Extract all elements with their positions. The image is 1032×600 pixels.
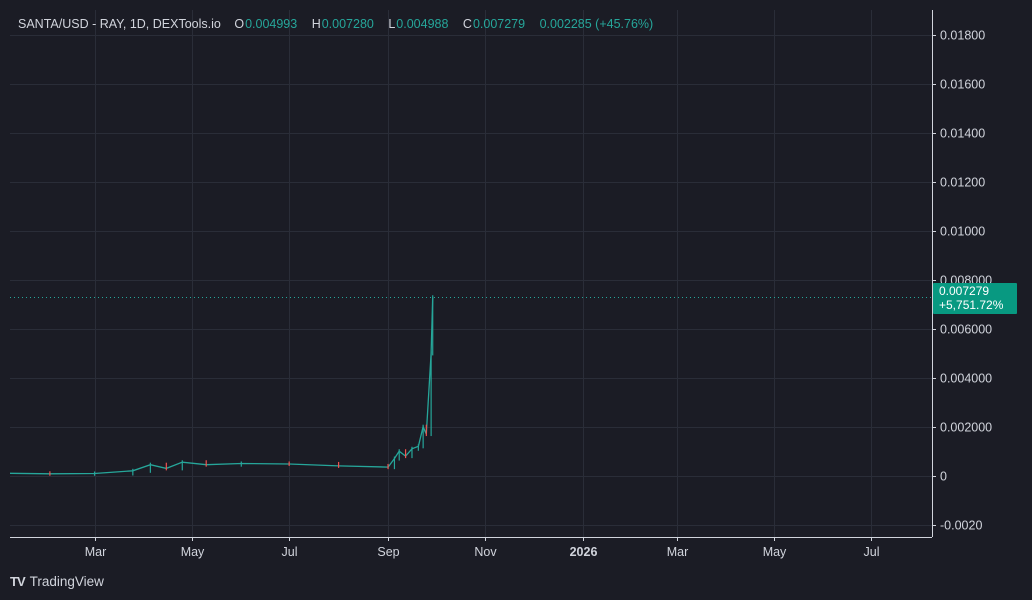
- y-tick-label: 0: [940, 470, 947, 484]
- price-line: [10, 297, 434, 475]
- x-tick-label: 2026: [570, 545, 598, 559]
- grid: [10, 10, 932, 537]
- y-tick-label: 0.01600: [940, 78, 985, 92]
- last-price-percent: +5,751.72%: [939, 298, 1004, 312]
- y-tick-label: 0.01400: [940, 127, 985, 141]
- y-tick-label: 0.004000: [940, 372, 992, 386]
- last-price-badge: 0.007279 +5,751.72%: [933, 283, 1017, 314]
- ohlc-legend: SANTA/USD - RAY, 1D, DEXTools.io O0.0049…: [18, 17, 653, 31]
- close-value: 0.007279: [472, 17, 526, 31]
- y-tick-label: 0.01000: [940, 225, 985, 239]
- x-tick-label: Nov: [474, 545, 497, 559]
- high-label: H: [311, 17, 321, 31]
- open-value: 0.004993: [245, 17, 298, 31]
- change-value: 0.002285 (+45.76%): [539, 17, 654, 31]
- x-tick-label: May: [763, 545, 787, 559]
- symbol-label[interactable]: SANTA/USD - RAY, 1D, DEXTools.io: [18, 17, 221, 31]
- x-tick-label: Sep: [377, 545, 399, 559]
- close-label: C: [462, 17, 472, 31]
- y-tick-label: 0.01800: [940, 29, 985, 43]
- x-tick-label: May: [181, 545, 205, 559]
- x-tick-label: Jul: [864, 545, 880, 559]
- y-tick-label: 0.002000: [940, 421, 992, 435]
- time-scale[interactable]: Mar May Jul Sep Nov 2026 Mar May Jul: [10, 537, 932, 565]
- low-label: L: [388, 17, 396, 31]
- tradingview-logo-icon: TV: [10, 574, 26, 589]
- x-tick-label: Jul: [282, 545, 298, 559]
- chart-pane[interactable]: [10, 10, 932, 537]
- tradingview-brand[interactable]: TV TradingView: [10, 574, 104, 589]
- y-tick-label: 0.006000: [940, 323, 992, 337]
- low-value: 0.004988: [396, 17, 449, 31]
- x-tick-label: Mar: [85, 545, 107, 559]
- x-tick-label: Mar: [667, 545, 689, 559]
- brand-name: TradingView: [29, 574, 104, 589]
- high-value: 0.007280: [321, 17, 374, 31]
- open-label: O: [234, 17, 245, 31]
- price-scale[interactable]: 0.018000.016000.014000.012000.010000.008…: [932, 10, 1022, 537]
- y-tick-label: 0.01200: [940, 176, 985, 190]
- price-series: [10, 295, 434, 476]
- last-price-value: 0.007279: [939, 284, 990, 298]
- y-tick-label: -0.0020: [940, 519, 982, 533]
